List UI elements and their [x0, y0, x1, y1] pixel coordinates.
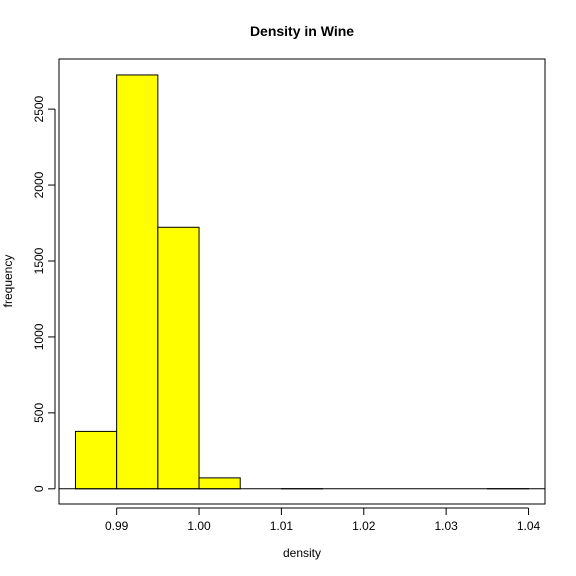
x-tick-label: 1.03 [434, 519, 458, 533]
chart-title: Density in Wine [250, 23, 354, 39]
histogram-bar [74, 430, 118, 490]
y-axis-label: frequency [1, 255, 15, 308]
bars-group [59, 74, 545, 490]
y-tick-label: 1500 [32, 247, 46, 274]
x-axis: 0.99 1.00 1.01 1.02 1.03 1.04 [105, 507, 541, 533]
histogram-bar [157, 226, 200, 490]
histogram-bar [198, 477, 241, 490]
x-tick-label: 0.99 [105, 519, 129, 533]
histogram-bar [116, 74, 159, 490]
x-tick-label: 1.02 [352, 519, 376, 533]
y-axis: 0 500 1000 1500 2000 2500 [32, 95, 56, 492]
x-axis-label: density [283, 546, 321, 560]
y-tick-label: 1000 [32, 323, 46, 350]
y-tick-label: 2000 [32, 171, 46, 198]
x-tick-label: 1.01 [270, 519, 294, 533]
plot-frame [58, 58, 546, 505]
y-tick-label: 500 [32, 403, 46, 423]
x-tick-label: 1.04 [517, 519, 541, 533]
y-tick-label: 2500 [32, 95, 46, 122]
y-tick-label: 0 [32, 485, 46, 492]
x-tick-label: 1.00 [187, 519, 211, 533]
